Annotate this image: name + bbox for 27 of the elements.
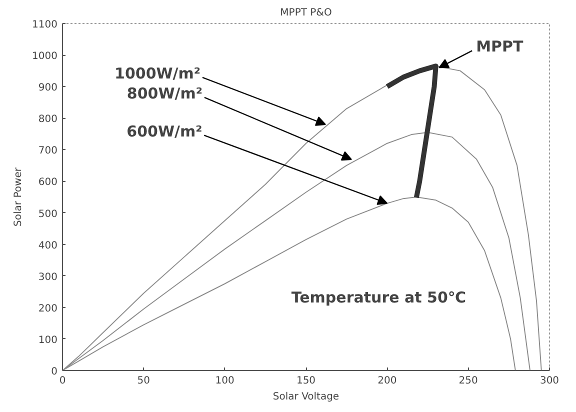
y-tick-label: 900	[38, 82, 58, 94]
x-tick-label: 100	[215, 376, 234, 386]
annotation: Temperature at 50℃	[291, 288, 466, 307]
x-tick-label: 200	[378, 376, 397, 386]
y-axis-title: Solar Power	[13, 166, 24, 226]
annotation: MPPT	[476, 38, 524, 56]
annotation: 600W/m²	[126, 122, 202, 140]
annotation: 800W/m²	[126, 84, 202, 102]
x-tick-label: 0	[59, 376, 66, 386]
y-tick-label: 300	[38, 272, 58, 283]
y-tick-label: 0	[51, 366, 58, 378]
y-tick-label: 100	[38, 334, 58, 346]
y-tick-label: 600	[38, 177, 58, 188]
x-tick-label: 150	[296, 376, 316, 386]
annotation: 1000W/m²	[114, 64, 200, 82]
y-tick-label: 700	[38, 146, 58, 157]
y-tick-label: 800	[38, 114, 58, 126]
y-tick-label: 500	[38, 208, 58, 220]
y-tick-label: 1100	[32, 20, 58, 30]
y-tick-label: 1000	[32, 51, 58, 62]
x-tick-label: 300	[540, 376, 560, 386]
y-tick-label: 400	[38, 240, 58, 252]
x-axis-title: Solar Voltage	[272, 392, 340, 402]
chart-title: MPPT P&O	[280, 8, 332, 18]
x-tick-label: 50	[137, 376, 150, 386]
x-tick-label: 250	[458, 376, 478, 386]
y-tick-label: 200	[38, 303, 58, 314]
